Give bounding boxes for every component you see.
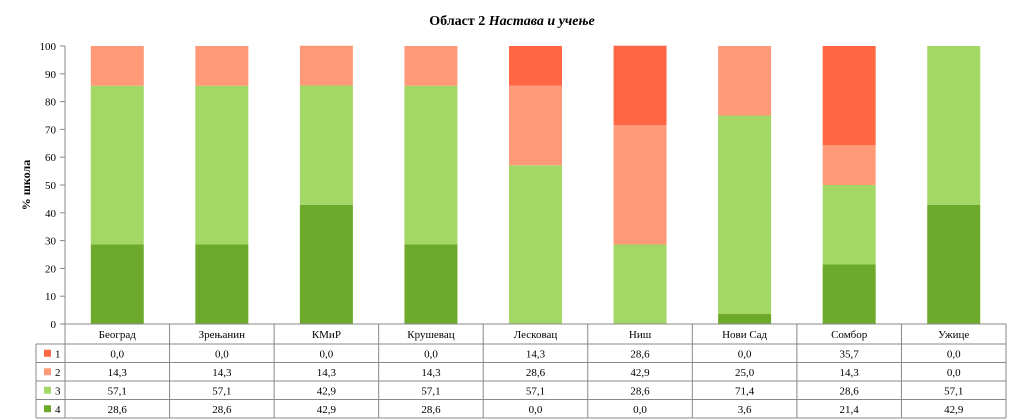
y-tick-label: 30 (45, 236, 57, 248)
data-cell: 71,4 (735, 385, 755, 397)
y-axis: 0 10 20 30 40 50 60 70 80 90 100 (40, 41, 66, 331)
data-cell: 42,9 (317, 404, 337, 416)
bar-segment-series-2 (404, 46, 458, 86)
bar-segment-series-3 (299, 85, 353, 205)
bar-segment-series-2 (90, 46, 144, 86)
data-cell: 0,0 (424, 348, 438, 360)
y-tick-label: 100 (40, 41, 57, 53)
data-cell: 14,3 (526, 348, 546, 360)
data-cell: 28,6 (421, 404, 441, 416)
category-label: Зрењанин (199, 329, 246, 341)
bar-segment-series-3 (822, 185, 876, 265)
chart-title: Област 2 Настава и учење (429, 14, 594, 29)
data-cell: 0,0 (633, 404, 647, 416)
chart-title-plain: Област 2 (429, 14, 489, 29)
category-label: Београд (99, 329, 137, 341)
data-cell: 42,9 (317, 385, 337, 397)
legend-swatch-series-2 (44, 368, 51, 376)
data-cell: 14,3 (108, 367, 128, 379)
bar-segment-series-3 (927, 46, 981, 205)
bar-segment-series-4 (718, 313, 772, 324)
data-cell: 0,0 (529, 404, 543, 416)
data-cell: 42,9 (944, 404, 964, 416)
y-tick-label: 10 (45, 291, 57, 303)
category-label: Нови Сад (722, 329, 767, 341)
y-tick-label: 60 (45, 152, 57, 164)
data-cell: 0,0 (947, 367, 961, 379)
y-tick-label: 40 (45, 208, 57, 220)
bar-segment-series-4 (822, 264, 876, 324)
category-label: Ужице (938, 329, 969, 341)
data-cell: 57,1 (944, 385, 963, 397)
legend-label: 1 (55, 348, 61, 360)
bars (90, 45, 981, 324)
data-cell: 28,6 (630, 385, 650, 397)
data-cell: 0,0 (110, 348, 124, 360)
y-tick-label: 20 (45, 263, 57, 275)
data-cell: 28,6 (108, 404, 128, 416)
data-cell: 35,7 (840, 348, 860, 360)
bar-segment-series-3 (404, 85, 458, 245)
y-tick-label: 80 (45, 97, 57, 109)
data-cell: 14,3 (212, 367, 232, 379)
bar-segment-series-1 (509, 46, 562, 86)
data-cell: 14,3 (840, 367, 860, 379)
data-cell: 14,3 (421, 367, 441, 379)
data-cell: 0,0 (947, 348, 961, 360)
category-label: КМиР (312, 329, 341, 341)
bar-segment-series-3 (509, 165, 562, 324)
legend-swatch-series-1 (44, 349, 51, 357)
data-cell: 0,0 (215, 348, 229, 360)
bar-segment-series-4 (90, 244, 144, 324)
data-cell: 14,3 (317, 367, 337, 379)
bar-segment-series-2 (299, 45, 353, 86)
bar-segment-series-3 (195, 85, 249, 245)
data-cell: 57,1 (421, 385, 440, 397)
bar-segment-series-4 (927, 204, 981, 324)
bar-segment-series-4 (299, 204, 353, 324)
bar-segment-series-2 (718, 46, 772, 116)
bar-segment-series-3 (613, 244, 667, 324)
bar-segment-series-4 (404, 244, 458, 324)
data-cell: 28,6 (630, 348, 650, 360)
bar-segment-series-4 (195, 244, 249, 324)
chart-title-italic: Настава и учење (488, 14, 595, 29)
category-label: Сомбор (831, 329, 868, 341)
bar-segment-series-2 (613, 125, 667, 245)
y-tick-label: 90 (45, 69, 57, 81)
data-cell: 28,6 (840, 385, 860, 397)
bar-segment-series-2 (195, 46, 249, 86)
y-tick-label: 0 (51, 319, 57, 331)
data-cell: 57,1 (212, 385, 231, 397)
data-cell: 3,6 (738, 404, 752, 416)
data-cell: 28,6 (526, 367, 546, 379)
legend-swatch-series-3 (44, 386, 51, 394)
bar-segment-series-1 (822, 46, 876, 146)
category-label: Лесковац (514, 329, 558, 341)
data-cell: 0,0 (738, 348, 752, 360)
data-cell: 42,9 (630, 367, 650, 379)
bar-segment-series-3 (718, 115, 772, 314)
y-axis-label: % школа (19, 160, 33, 210)
data-cell: 57,1 (108, 385, 127, 397)
y-tick-label: 70 (45, 124, 57, 136)
bar-segment-series-2 (509, 85, 562, 166)
category-label: Ниш (629, 329, 652, 341)
data-cell: 28,6 (212, 404, 232, 416)
data-cell: 21,4 (840, 404, 860, 416)
legend-swatch-series-4 (44, 405, 51, 413)
legend-label: 3 (55, 385, 61, 397)
data-table: Београд Зрењанин КМиР Крушевац Лесковац Ниш Но… (35, 323, 1007, 419)
bar-segment-series-2 (822, 145, 876, 185)
bar-segment-series-1 (613, 45, 667, 126)
category-label: Крушевац (407, 329, 454, 341)
data-cell: 57,1 (526, 385, 545, 397)
legend-label: 2 (55, 367, 61, 379)
y-tick-label: 50 (45, 180, 57, 192)
legend-label: 4 (55, 404, 61, 416)
data-cell: 25,0 (735, 367, 755, 379)
data-cell: 0,0 (320, 348, 334, 360)
bar-segment-series-3 (90, 85, 144, 245)
